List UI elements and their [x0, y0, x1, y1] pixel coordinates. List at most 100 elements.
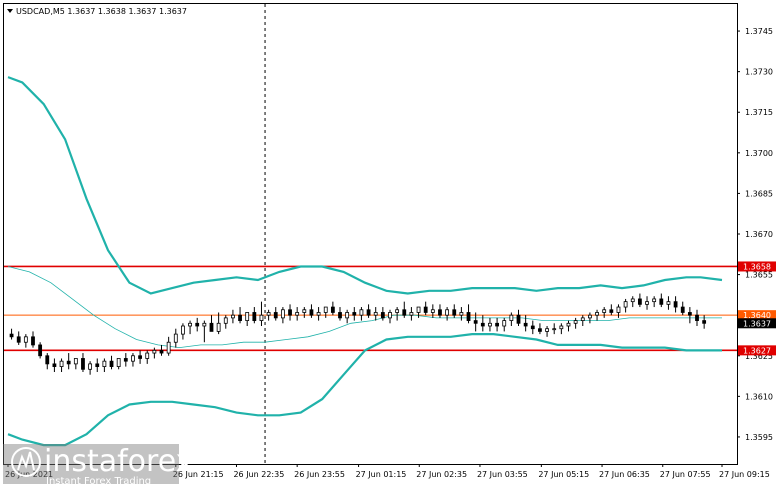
candle[interactable] [173, 328, 178, 348]
candle[interactable] [52, 358, 57, 372]
candle[interactable] [309, 304, 314, 318]
candle[interactable] [602, 307, 607, 318]
candle[interactable] [202, 320, 207, 343]
candle[interactable] [673, 296, 678, 313]
candle[interactable] [188, 320, 192, 335]
candle[interactable] [123, 353, 128, 367]
candle[interactable] [423, 301, 428, 316]
candle[interactable] [316, 307, 321, 321]
candle[interactable] [66, 353, 71, 370]
candle[interactable] [216, 312, 221, 335]
candle[interactable] [109, 355, 114, 370]
candle[interactable] [559, 323, 564, 335]
candle[interactable] [637, 293, 642, 308]
candle[interactable] [302, 307, 307, 318]
candle[interactable] [359, 307, 364, 321]
candle[interactable] [223, 315, 228, 329]
candle[interactable] [102, 358, 107, 372]
candle[interactable] [388, 309, 392, 324]
candle[interactable] [652, 296, 657, 308]
candle[interactable] [209, 315, 214, 332]
candle[interactable] [430, 304, 435, 318]
candle[interactable] [245, 312, 250, 326]
candle[interactable] [88, 361, 93, 375]
candle[interactable] [702, 315, 707, 329]
candle[interactable] [680, 301, 685, 316]
candle[interactable] [238, 307, 242, 324]
candle[interactable] [509, 312, 514, 326]
candle[interactable] [466, 304, 471, 324]
candle[interactable] [352, 307, 357, 321]
candle[interactable] [530, 320, 535, 335]
candle[interactable] [566, 320, 571, 332]
candle[interactable] [588, 312, 592, 324]
candle[interactable] [445, 307, 450, 321]
candle[interactable] [338, 307, 342, 321]
candle[interactable] [159, 344, 164, 356]
candle[interactable] [609, 304, 614, 316]
candle[interactable] [687, 307, 692, 324]
candle[interactable] [323, 306, 328, 318]
candle[interactable] [630, 296, 635, 308]
candle[interactable] [495, 317, 499, 332]
candle[interactable] [623, 298, 628, 313]
candle[interactable] [195, 317, 200, 332]
candle[interactable] [280, 307, 285, 324]
candle[interactable] [259, 301, 264, 326]
candle[interactable] [402, 301, 407, 318]
candle[interactable] [666, 296, 671, 310]
candle[interactable] [459, 307, 464, 321]
candle[interactable] [488, 317, 492, 332]
candle[interactable] [38, 342, 43, 359]
candle[interactable] [152, 347, 157, 359]
candle[interactable] [373, 307, 378, 321]
candle[interactable] [138, 350, 142, 364]
candle[interactable] [552, 323, 557, 335]
candle[interactable] [295, 307, 300, 321]
candle[interactable] [502, 317, 507, 332]
candle[interactable] [59, 358, 64, 372]
candle[interactable] [380, 307, 385, 321]
candle[interactable] [416, 306, 421, 318]
candle[interactable] [9, 328, 14, 340]
candle[interactable] [95, 358, 100, 372]
candle[interactable] [252, 307, 257, 324]
candle[interactable] [616, 304, 621, 318]
candle[interactable] [345, 309, 350, 324]
candle[interactable] [573, 317, 578, 329]
candle[interactable] [31, 331, 35, 348]
candle[interactable] [116, 358, 121, 370]
candle[interactable] [273, 307, 278, 321]
candle[interactable] [23, 334, 28, 348]
candle[interactable] [545, 326, 549, 337]
candle[interactable] [473, 312, 478, 332]
candle[interactable] [266, 309, 271, 321]
candle[interactable] [580, 315, 585, 326]
candle[interactable] [395, 307, 400, 321]
candle[interactable] [516, 309, 521, 326]
candle[interactable] [81, 353, 85, 372]
candle[interactable] [288, 304, 292, 321]
candle[interactable] [45, 353, 50, 370]
candle[interactable] [695, 309, 699, 326]
candle[interactable] [523, 315, 528, 332]
candle[interactable] [645, 296, 649, 310]
candle[interactable] [16, 331, 21, 345]
candle[interactable] [181, 323, 185, 340]
candle[interactable] [166, 336, 171, 356]
candle[interactable] [131, 353, 135, 367]
candle[interactable] [659, 293, 664, 308]
candle[interactable] [231, 309, 235, 324]
candle[interactable] [452, 304, 457, 318]
candle[interactable] [438, 304, 442, 318]
candle[interactable] [480, 315, 485, 332]
candle[interactable] [145, 350, 150, 364]
candle[interactable] [330, 301, 335, 316]
candle[interactable] [366, 304, 371, 318]
candle[interactable] [73, 358, 78, 370]
candle[interactable] [538, 323, 542, 335]
candle[interactable] [409, 307, 414, 321]
candle[interactable] [595, 309, 599, 321]
triangle-down-icon[interactable] [7, 9, 13, 13]
